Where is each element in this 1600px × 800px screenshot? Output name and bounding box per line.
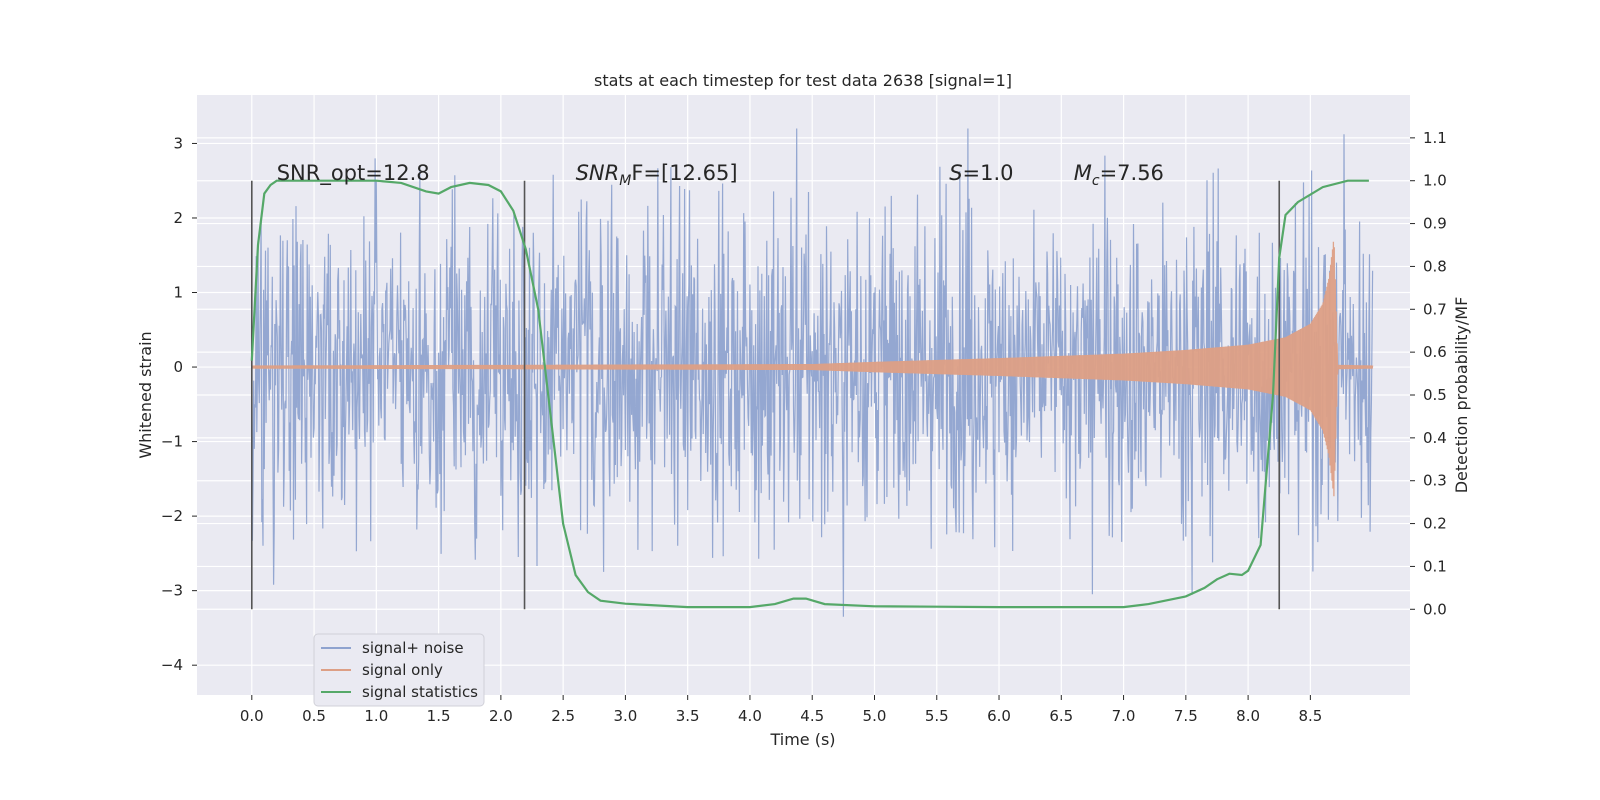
right-tick-label: 0.7	[1423, 300, 1447, 318]
right-tick-label: 1.0	[1423, 172, 1447, 190]
legend-box	[313, 633, 485, 707]
signal-trace	[251, 241, 1374, 497]
right-tick-label: 0.2	[1423, 515, 1447, 533]
left-tick-label: 0	[173, 358, 183, 376]
signal-noise-series	[251, 128, 1374, 617]
right-tick-label: 1.1	[1423, 129, 1447, 147]
chart-title: stats at each timestep for test data 263…	[594, 71, 1012, 90]
annotations: SNR_opt=12.8 SNRMF=[12.65] S=1.0 Mc=7.56	[277, 161, 1164, 189]
left-tick-label: −4	[161, 656, 183, 674]
right-tick-label: 0.3	[1423, 472, 1447, 490]
legend-label-stats: signal statistics	[362, 683, 478, 701]
left-tick-label: 2	[173, 209, 183, 227]
x-tick-label: 8.0	[1236, 707, 1260, 725]
statistics-line	[250, 179, 1369, 609]
legend-label-signal: signal only	[362, 661, 443, 679]
left-tick-label: −1	[161, 433, 183, 451]
signal-statistics-series	[250, 179, 1369, 609]
right-tick-label: 0.8	[1423, 257, 1447, 275]
x-tick-label: 6.5	[1049, 707, 1073, 725]
left-axis-ticks: 3 2 1 0 −1 −2 −3 −4	[161, 134, 197, 674]
x-tick-label: 2.0	[489, 707, 513, 725]
annotation: Mc=7.56	[1074, 161, 1164, 189]
x-tick-label: 1.0	[364, 707, 388, 725]
x-tick-label: 2.5	[551, 707, 575, 725]
noise-trace	[251, 128, 1374, 617]
signal-only-series	[251, 241, 1374, 497]
left-axis-label: Whitened strain	[136, 331, 155, 458]
legend: signal+ noise signal only signal statist…	[313, 633, 485, 707]
right-tick-label: 0.6	[1423, 343, 1447, 361]
annotation: S=1.0	[949, 161, 1013, 185]
x-tick-label: 0.5	[302, 707, 326, 725]
right-tick-label: 0.9	[1423, 215, 1447, 233]
right-tick-label: 0.1	[1423, 557, 1447, 575]
left-tick-label: 1	[173, 284, 183, 302]
left-tick-label: −3	[161, 582, 183, 600]
x-tick-label: 4.0	[738, 707, 762, 725]
x-tick-label: 3.0	[613, 707, 637, 725]
right-axis-label: Detection probability/MF	[1452, 297, 1471, 494]
x-tick-label: 7.0	[1112, 707, 1136, 725]
x-axis-label: Time (s)	[769, 730, 835, 749]
x-tick-label: 1.5	[427, 707, 451, 725]
right-axis-ticks: 1.1 1.0 0.9 0.8 0.7 0.6 0.5 0.4 0.3 0.2 0.1 0.0	[1410, 129, 1447, 618]
x-tick-label: 8.5	[1298, 707, 1322, 725]
left-tick-label: 3	[173, 134, 183, 152]
left-tick-label: −2	[161, 507, 183, 525]
x-tick-label: 3.5	[676, 707, 700, 725]
right-tick-label: 0.0	[1423, 600, 1447, 618]
right-tick-label: 0.5	[1423, 386, 1447, 404]
x-tick-label: 7.5	[1174, 707, 1198, 725]
legend-label-noise: signal+ noise	[362, 639, 464, 657]
x-tick-label: 4.5	[800, 707, 824, 725]
x-tick-label: 5.0	[863, 707, 887, 725]
x-tick-label: 5.5	[925, 707, 949, 725]
annotation: SNRMF=[12.65]	[576, 161, 738, 189]
annotation: SNR_opt=12.8	[277, 161, 430, 186]
x-tick-label: 0.0	[240, 707, 264, 725]
x-tick-label: 6.0	[987, 707, 1011, 725]
x-axis-ticks: 0.0 0.5 1.0 1.5 2.0 2.5 3.0 3.5 4.0 4.5 5.0 5.5 6.0 6…	[240, 695, 1322, 725]
right-tick-label: 0.4	[1423, 429, 1447, 447]
